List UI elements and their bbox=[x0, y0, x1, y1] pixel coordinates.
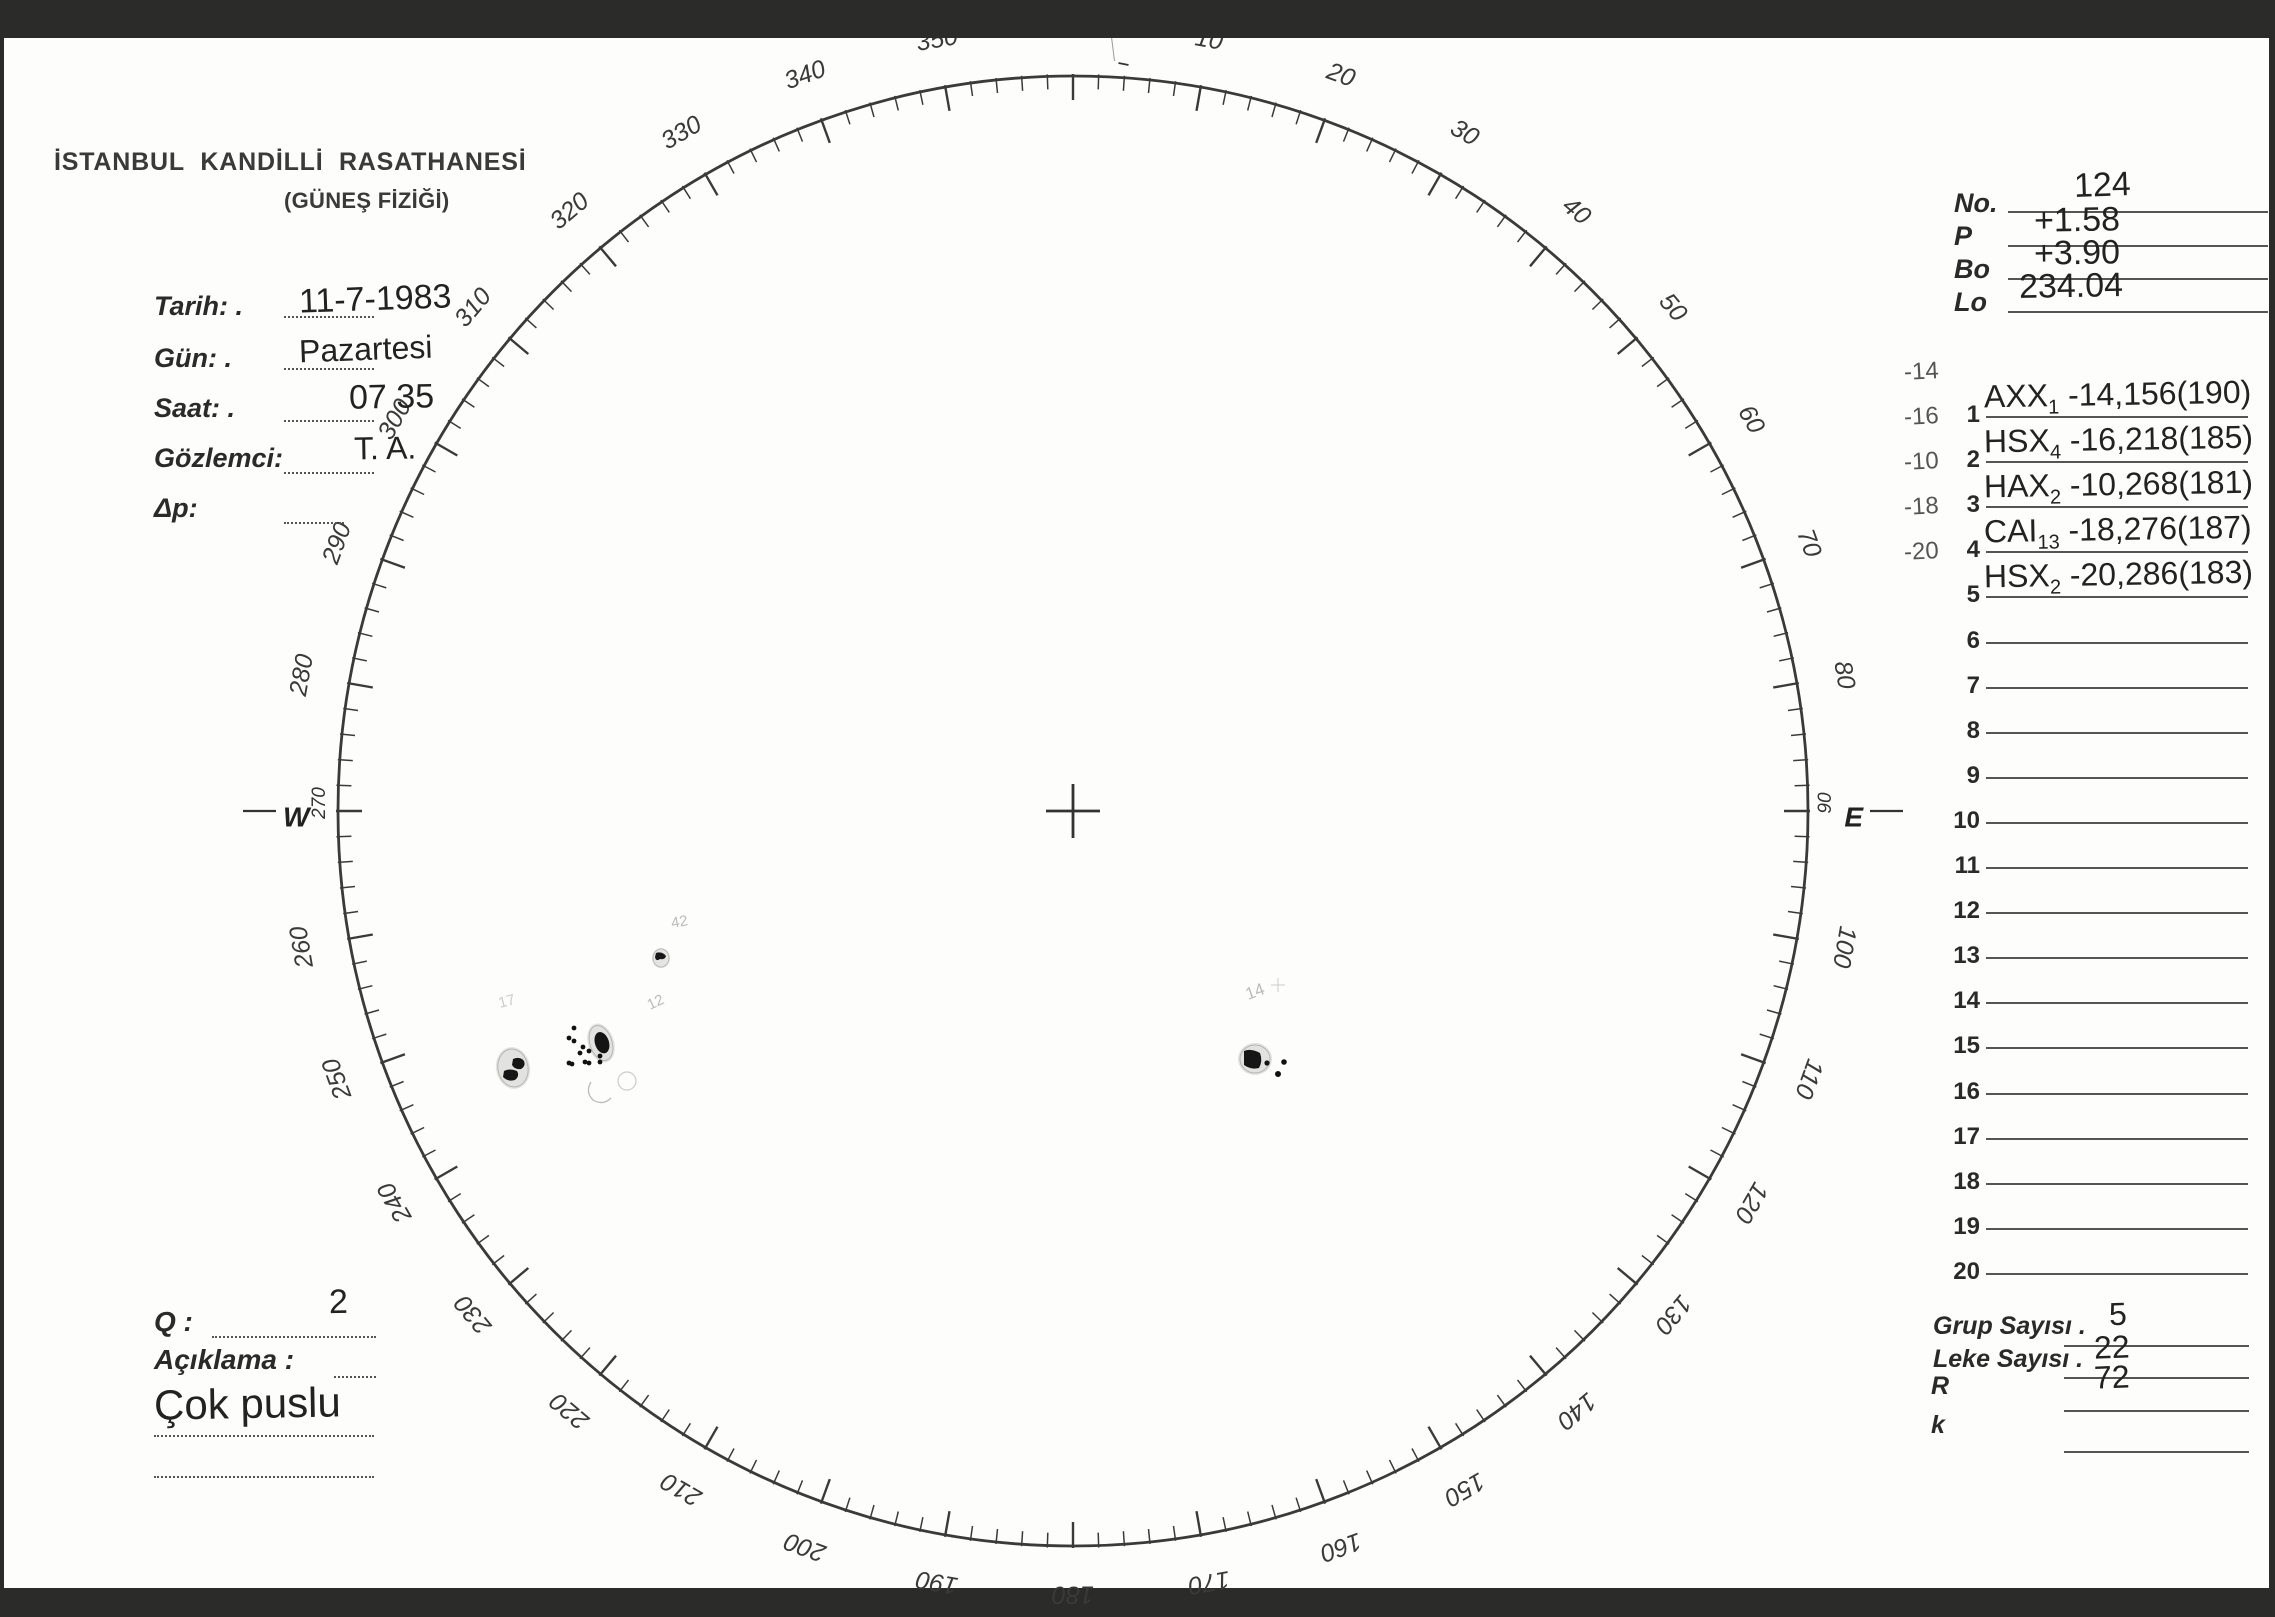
svg-text:20: 20 bbox=[1322, 57, 1359, 93]
svg-text:50: 50 bbox=[1653, 288, 1692, 327]
svg-text:170: 170 bbox=[1186, 1565, 1232, 1600]
svg-text:90: 90 bbox=[1815, 792, 1836, 814]
svg-text:E: E bbox=[1844, 801, 1864, 832]
svg-text:250: 250 bbox=[317, 1055, 358, 1105]
svg-text:290: 290 bbox=[316, 519, 357, 569]
svg-text:310: 310 bbox=[449, 282, 497, 332]
svg-text:210: 210 bbox=[656, 1467, 707, 1513]
svg-text:240: 240 bbox=[372, 1178, 418, 1229]
svg-text:60: 60 bbox=[1732, 400, 1770, 438]
svg-text:110: 110 bbox=[1789, 1055, 1829, 1102]
svg-text:W: W bbox=[283, 801, 312, 832]
svg-text:340: 340 bbox=[781, 55, 830, 96]
svg-text:350: 350 bbox=[914, 38, 960, 57]
svg-text:130: 130 bbox=[1649, 1290, 1697, 1340]
svg-text:320: 320 bbox=[544, 187, 594, 235]
svg-text:120: 120 bbox=[1729, 1178, 1774, 1228]
svg-text:200: 200 bbox=[781, 1527, 831, 1568]
svg-text:100: 100 bbox=[1827, 924, 1862, 970]
svg-text:230: 230 bbox=[449, 1290, 498, 1341]
svg-text:270: 270 bbox=[309, 787, 330, 820]
svg-text:10: 10 bbox=[1193, 38, 1225, 56]
svg-text:12: 12 bbox=[645, 991, 667, 1013]
svg-text:17: 17 bbox=[497, 991, 518, 1012]
svg-text:330: 330 bbox=[656, 110, 706, 155]
svg-text:14: 14 bbox=[1243, 979, 1267, 1003]
svg-text:140: 140 bbox=[1552, 1387, 1602, 1435]
svg-text:30: 30 bbox=[1446, 114, 1484, 152]
svg-text:280: 280 bbox=[284, 652, 319, 699]
svg-text:160: 160 bbox=[1317, 1527, 1366, 1568]
svg-text:150: 150 bbox=[1440, 1467, 1490, 1512]
svg-text:0: 0 bbox=[1066, 38, 1080, 42]
svg-text:190: 190 bbox=[914, 1565, 960, 1600]
svg-text:180: 180 bbox=[1052, 1580, 1094, 1608]
svg-text:220: 220 bbox=[544, 1387, 595, 1436]
svg-text:80: 80 bbox=[1828, 659, 1860, 691]
svg-text:42: 42 bbox=[670, 912, 689, 932]
svg-text:70: 70 bbox=[1791, 525, 1827, 561]
svg-text:40: 40 bbox=[1557, 191, 1596, 230]
svg-text:260: 260 bbox=[284, 924, 319, 971]
